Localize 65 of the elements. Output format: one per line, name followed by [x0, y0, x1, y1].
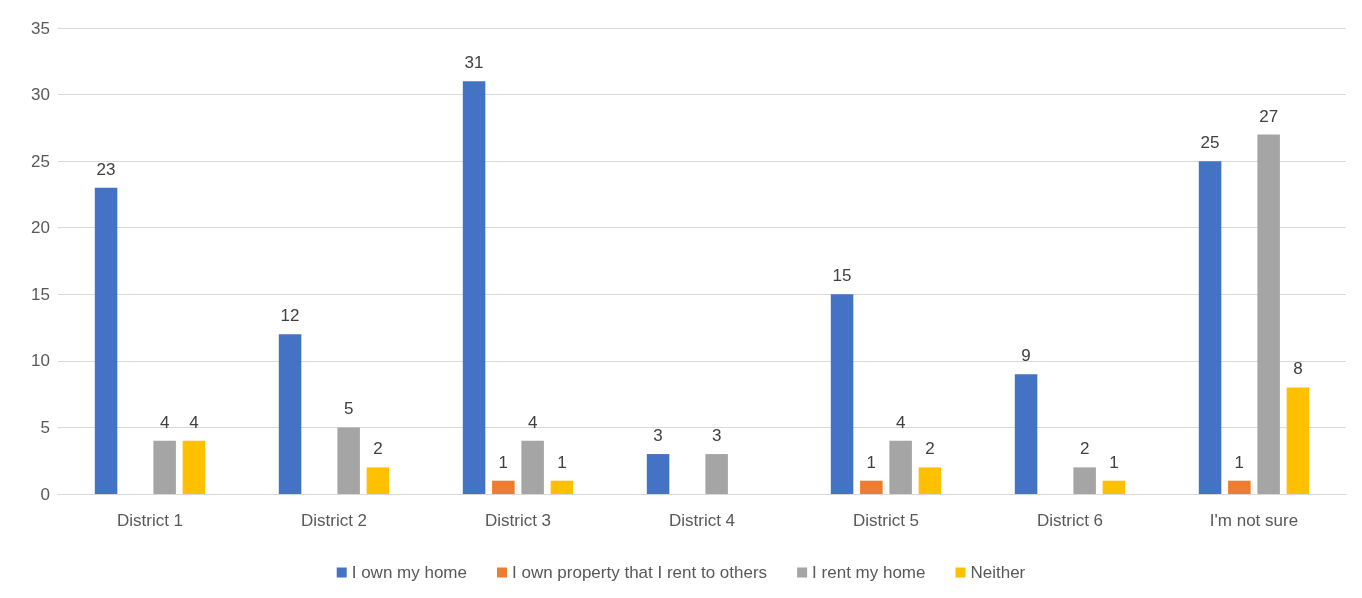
x-tick-label: District 4 — [668, 511, 736, 530]
data-label: 2 — [373, 439, 383, 459]
bar — [94, 187, 118, 494]
data-label: 4 — [527, 412, 538, 432]
x-tick-label: District 3 — [484, 511, 552, 530]
legend-label: I rent my home — [812, 563, 926, 582]
data-label: 2 — [925, 439, 935, 459]
data-label: 1 — [866, 452, 877, 472]
bar — [366, 467, 390, 494]
data-label: 23 — [96, 159, 116, 179]
bar — [1286, 387, 1310, 494]
x-tick-label: District 2 — [300, 511, 368, 530]
data-label: 31 — [464, 53, 484, 73]
y-tick-label: 5 — [40, 417, 50, 437]
bar — [1257, 134, 1280, 494]
data-label: 8 — [1293, 359, 1303, 379]
data-label: 3 — [711, 426, 722, 446]
x-tick-label: District 6 — [1036, 511, 1104, 530]
y-tick-label: 10 — [31, 351, 50, 371]
data-label: 27 — [1259, 106, 1279, 126]
data-label: 5 — [343, 399, 354, 419]
data-label: 1 — [1234, 452, 1245, 472]
data-label: 3 — [653, 426, 663, 446]
bar — [1102, 480, 1126, 494]
data-label: 15 — [832, 266, 852, 286]
x-tick-label: District 5 — [852, 511, 920, 530]
bar — [918, 467, 942, 494]
data-label: 4 — [159, 412, 170, 432]
legend-label: Neither — [970, 563, 1026, 582]
data-label: 1 — [557, 452, 567, 472]
bar — [1228, 480, 1251, 494]
data-label: 2 — [1079, 439, 1090, 459]
y-tick-label: 30 — [31, 85, 50, 105]
bar — [1198, 161, 1222, 494]
bar — [860, 480, 883, 494]
legend-label: I own property that I rent to others — [511, 563, 768, 582]
bar — [278, 334, 302, 494]
bar — [153, 440, 176, 494]
x-tick-label: I'm not sure — [1209, 511, 1299, 530]
data-label: 1 — [1109, 452, 1119, 472]
bar — [889, 440, 912, 494]
data-label: 9 — [1021, 346, 1031, 366]
bar — [182, 440, 206, 494]
y-tick-label: 20 — [31, 218, 50, 238]
y-tick-label: 15 — [31, 284, 50, 304]
x-tick-label: District 1 — [116, 511, 184, 530]
bar — [521, 440, 544, 494]
bar — [1073, 467, 1096, 494]
y-tick-label: 0 — [40, 484, 50, 504]
y-tick-label: 25 — [31, 151, 50, 171]
bar — [337, 427, 360, 494]
data-label: 25 — [1200, 133, 1220, 153]
data-label: 4 — [895, 412, 906, 432]
bar — [462, 81, 486, 494]
data-label: 1 — [498, 452, 509, 472]
bar — [1014, 374, 1038, 494]
bar — [705, 454, 728, 494]
y-tick-label: 35 — [31, 18, 50, 38]
legend-label: I own my home — [351, 563, 467, 582]
bar — [492, 480, 515, 494]
data-label: 4 — [189, 412, 199, 432]
bar — [550, 480, 574, 494]
bar — [646, 454, 670, 494]
data-label: 12 — [280, 306, 300, 326]
bar — [830, 294, 854, 494]
